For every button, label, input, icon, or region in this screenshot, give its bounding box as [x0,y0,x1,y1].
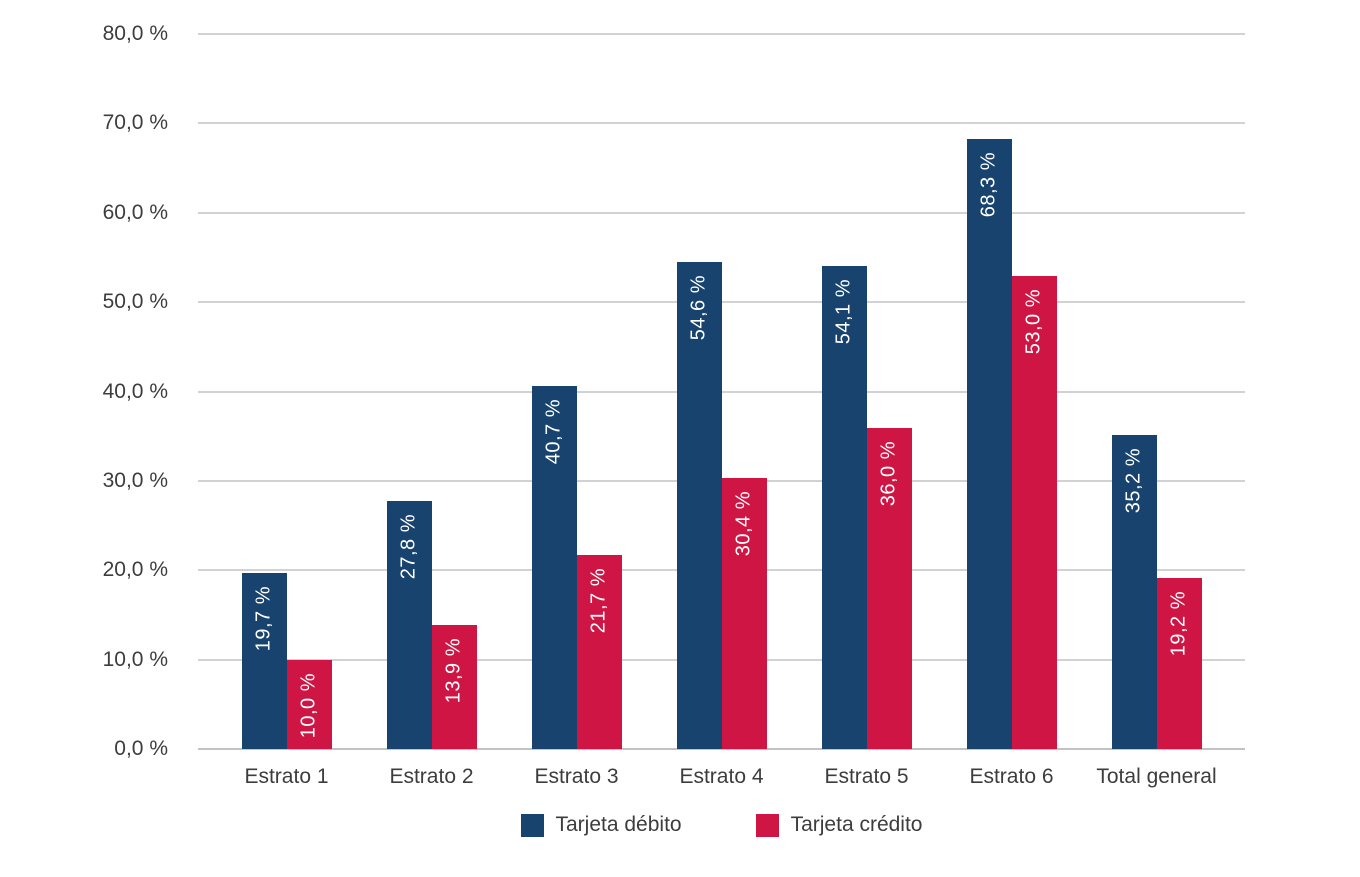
gridline [198,211,1245,214]
bar-tarjeta-cr-dito: 36,0 % [866,427,912,749]
y-axis-tick-label: 0,0 % [114,737,168,760]
bar-value-label: 30,4 % [732,490,755,556]
bar-value-label: 68,3 % [977,152,1000,218]
legend-swatch-credito-icon [755,813,779,837]
y-axis-tick-label: 80,0 % [102,22,168,45]
legend-label-credito: Tarjeta crédito [790,813,923,836]
plot-bars: 19,7 % 10,0 % 27,8 % 13,9 % 40,7 % 21,7 % 54,6… [198,33,1245,749]
bar-tarjeta-d-bito: 54,1 % [821,266,867,749]
bar-tarjeta-cr-dito: 13,9 % [431,624,477,749]
x-axis-category-label: Total general [1096,765,1217,788]
y-axis-tick-label: 10,0 % [102,647,168,671]
bar-tarjeta-d-bito: 19,7 % [241,573,287,749]
bar-value-label: 13,9 % [442,637,465,704]
x-axis-category-label: Estrato 6 [969,765,1054,788]
bar-tarjeta-cr-dito: 53,0 % [1011,275,1057,749]
bar-tarjeta-d-bito: 54,6 % [676,261,722,749]
bar-value-label: 19,2 % [1167,590,1190,656]
y-axis-tick-label: 20,0 % [102,558,168,582]
y-axis-tick-label: 70,0 % [102,111,168,135]
bar-value-label: 53,0 % [1022,288,1045,355]
bar-group: 35,2 % 19,2 % [1084,33,1229,749]
bar-value-label: 40,7 % [542,398,565,465]
y-axis-tick-label: 60,0 % [102,200,168,224]
legend-item-tarjeta-credito: Tarjeta crédito [755,813,923,837]
bar-group: 40,7 % 21,7 % [504,33,649,749]
bar-value-label: 27,8 % [397,513,420,580]
bar-value-label: 10,0 % [297,672,320,739]
bar-value-label: 54,6 % [687,274,710,340]
bar-tarjeta-cr-dito: 10,0 % [286,659,332,749]
bar-tarjeta-cr-dito: 19,2 % [1156,577,1202,749]
x-axis-category-label: Estrato 2 [389,765,474,788]
x-axis-category-label: Estrato 4 [679,765,764,788]
bar-tarjeta-cr-dito: 30,4 % [721,477,767,749]
x-axis-line [198,748,1245,750]
bar-value-label: 54,1 % [832,279,855,345]
x-axis-category-label: Estrato 1 [244,765,329,788]
legend-item-tarjeta-debito: Tarjeta débito [520,813,682,837]
bar-group: 27,8 % 13,9 % [359,33,504,749]
legend: Tarjeta débito Tarjeta crédito [198,813,1245,837]
bar-value-label: 21,7 % [587,568,610,634]
bar-tarjeta-d-bito: 68,3 % [966,139,1012,749]
gridline [198,301,1245,304]
x-axis-category-labels: Estrato 1 Estrato 2 Estrato 3 Estrato 4 Estr… [198,764,1245,790]
bar-group: 54,1 % 36,0 % [794,33,939,749]
plot-area: 19,7 % 10,0 % 27,8 % 13,9 % 40,7 % 21,7 % 54,6… [198,33,1245,750]
bar-tarjeta-d-bito: 35,2 % [1111,434,1157,749]
gridline [198,390,1245,393]
bar-tarjeta-d-bito: 40,7 % [531,385,577,749]
bar-group: 19,7 % 10,0 % [214,33,359,749]
y-axis-tick-label: 50,0 % [102,290,168,314]
bar-value-label: 19,7 % [252,586,275,652]
bar-value-label: 35,2 % [1122,447,1145,514]
bar-group: 54,6 % 30,4 % [649,33,794,749]
bar-tarjeta-cr-dito: 21,7 % [576,555,622,749]
y-axis-tick-label: 40,0 % [102,379,168,403]
gridline [198,33,1245,35]
bar-tarjeta-d-bito: 27,8 % [386,500,432,749]
legend-swatch-debito-icon [520,813,544,837]
y-axis-tick-labels: 0,0 % 10,0 % 20,0 % 30,0 % 40,0 % 50,0 % 60,0 … [0,22,168,760]
bar-value-label: 36,0 % [877,440,900,506]
gridline [198,122,1245,125]
bar-group: 68,3 % 53,0 % [939,33,1084,749]
y-axis-tick-label: 30,0 % [102,468,168,492]
x-axis-category-label: Estrato 3 [534,765,619,788]
x-axis-category-label: Estrato 5 [824,765,909,788]
legend-label-debito: Tarjeta débito [555,813,682,836]
